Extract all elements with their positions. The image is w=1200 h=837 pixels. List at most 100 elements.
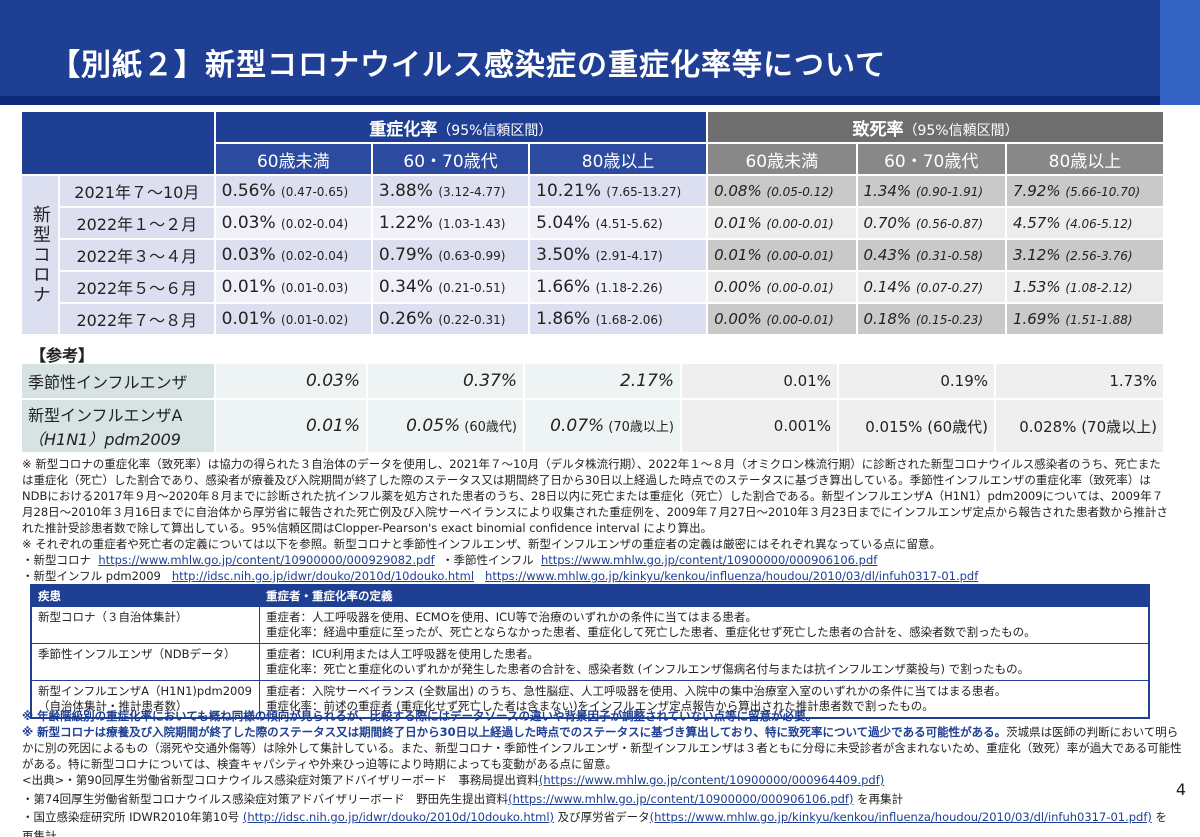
ci-value: (0.05-0.12) <box>766 185 834 199</box>
disease-name: 季節性インフルエンザ（NDBデータ） <box>38 647 236 661</box>
severity-cell: 0.79% (0.63-0.99) <box>372 240 529 270</box>
title-stripe <box>0 96 1200 105</box>
fat-age-col: 60・70歳代 <box>857 144 1005 174</box>
reference-label: 【参考】 <box>30 346 95 365</box>
source-link[interactable]: (https://www.mhlw.go.jp/content/10900000… <box>508 791 854 806</box>
note-underestimate-bold: ※ 新型コロナは療養及び入院期間が終了した際のステータス又は期間終了日から30日… <box>22 725 1007 739</box>
sev-age-col: 60・70歳代 <box>372 144 529 174</box>
rate-value: 10.21% <box>536 181 601 201</box>
rate-value: 0.03% <box>221 213 276 233</box>
link-label: ・新型コロナ <box>22 553 91 567</box>
ci-value: (0.00-0.01) <box>766 249 834 263</box>
ci-value: (0.15-0.23) <box>915 313 984 327</box>
ref-value: 1.73% <box>996 364 1163 398</box>
table-row: 季節性インフルエンザ 0.03% 0.37% 2.17% 0.01% 0.19%… <box>22 364 1163 398</box>
table-row: 2022年１～２月 0.03% (0.02-0.04) 1.22% (1.03-1.… <box>22 208 1163 238</box>
definition-line: 重症者：人工呼吸器を使用、ECMOを使用、ICU等で治療のいずれかの条件に当ては… <box>266 610 757 624</box>
period-cell: 2022年７～８月 <box>60 304 214 334</box>
rate-value: 0.03% <box>221 245 276 265</box>
disease-name: 新型コロナ（３自治体集計） <box>38 610 188 624</box>
table-row: 2022年３～４月 0.03% (0.02-0.04) 0.79% (0.63-0.… <box>22 240 1163 270</box>
bottom-notes: ※ 年齢階級別の重症化率においても概ね同様の傾向が見られるが、比較する際にはデー… <box>22 708 1182 772</box>
source-text: を再集計 <box>22 810 1168 837</box>
period-cell: 2022年３～４月 <box>60 240 214 270</box>
ref-value: 2.17% <box>525 364 680 398</box>
definition-disease: 新型コロナ（３自治体集計） <box>32 606 260 643</box>
ci-value: (4.51-5.62) <box>595 217 663 231</box>
rate-value: 3.50% <box>536 245 591 265</box>
source-link[interactable]: (https://www.mhlw.go.jp/kinkyu/kenkou/in… <box>649 810 1152 824</box>
definition-text: 重症者：入院サーベイランス (全数届出) のうち、急性脳症、人工呼吸器を使用、入… <box>260 680 1148 717</box>
table-row: 2022年７～８月 0.01% (0.01-0.02) 0.26% (0.22-0.… <box>22 304 1163 334</box>
definition-text: 重症者：ICU利用または人工呼吸器を使用した患者。 重症化率：死亡と重症化のいずれ… <box>260 643 1148 680</box>
ci-value: (2.91-4.17) <box>595 249 663 263</box>
link-label: ・新型インフル pdm2009 <box>22 569 161 583</box>
table-row: 新型コロナ 2021年７～10月 0.56% (0.47-0.65) 3.88% (3… <box>22 176 1163 334</box>
severity-cell: 5.04% (4.51-5.62) <box>530 208 707 238</box>
rate-value: 0.18% <box>863 310 912 328</box>
ci-value: (0.22-0.31) <box>438 313 506 327</box>
ref-value: 0.19% <box>839 364 994 398</box>
period-cell: 2021年７～10月 <box>60 176 214 206</box>
def-col-definition: 重症者・重症化率の定義 <box>260 586 1148 606</box>
definition-line: 重症化率：経過中重症に至ったが、死亡とならなかった患者、重症化して死亡した患者、… <box>266 625 1036 639</box>
ref-value: 0.028% (70歳以上) <box>996 400 1163 452</box>
source-link[interactable]: (http://idsc.nih.go.jp/idwr/douko/2010d/… <box>242 810 555 824</box>
rate-value: 1.22% <box>378 213 433 233</box>
ci-value: (2.56-3.76) <box>1065 249 1133 263</box>
link-newflu-mhlw[interactable]: https://www.mhlw.go.jp/kinkyu/kenkou/inf… <box>485 569 979 583</box>
side-label: 新型コロナ <box>22 176 58 334</box>
ci-value: (1.68-2.06) <box>595 313 663 327</box>
severity-cell: 0.26% (0.22-0.31) <box>372 304 529 334</box>
ref-age-note: (70歳以上) <box>1076 417 1157 436</box>
severity-cell: 0.56% (0.47-0.65) <box>215 176 371 206</box>
link-label: ・季節性インフル <box>441 553 534 567</box>
severity-cell: 0.03% (0.02-0.04) <box>215 240 371 270</box>
rate-value: 7.92% <box>1012 182 1061 200</box>
title-bar: 【別紙２】新型コロナウイルス感染症の重症化率等について <box>0 0 1200 105</box>
ci-value: (0.02-0.04) <box>281 249 349 263</box>
definition-row: 新型コロナ（３自治体集計） 重症者：人工呼吸器を使用、ECMOを使用、ICU等で治… <box>32 606 1148 643</box>
ref-age-note: (60歳代) <box>922 417 988 436</box>
fatality-cell: 1.69% (1.51-1.88) <box>1006 304 1163 334</box>
ref-name-h1n1: 新型インフルエンザA （H1N1）pdm2009 <box>22 400 214 452</box>
ref-value: 0.015% (60歳代) <box>839 400 994 452</box>
severity-ci-note: （95%信頼区間） <box>437 122 553 139</box>
link-newflu-idsc[interactable]: http://idsc.nih.go.jp/idwr/douko/2010d/1… <box>171 569 475 583</box>
rate-value: 0.26% <box>378 309 433 329</box>
rate-value: 5.04% <box>536 213 591 233</box>
ref-rate: 0.001% <box>773 417 831 435</box>
ci-value: (1.18-2.26) <box>595 281 663 295</box>
severity-cell: 10.21% (7.65-13.27) <box>530 176 707 206</box>
source-link[interactable]: (https://www.mhlw.go.jp/content/10900000… <box>538 773 885 787</box>
source-text: <出典>・第90回厚生労働省新型コロナウイルス感染症対策アドバイザリーボード 事… <box>22 773 539 787</box>
ci-value: (0.00-0.01) <box>766 281 834 295</box>
fatality-cell: 0.01% (0.00-0.01) <box>708 240 856 270</box>
ref-rate: 0.028% <box>1019 417 1077 436</box>
table-corner <box>22 112 214 174</box>
severity-cell: 3.88% (3.12-4.77) <box>372 176 529 206</box>
ref-value: 0.03% <box>216 364 366 398</box>
period-cell: 2022年１～２月 <box>60 208 214 238</box>
def-col-disease: 疾患 <box>32 586 260 606</box>
rate-value: 0.01% <box>221 309 276 329</box>
rate-value: 3.88% <box>378 181 433 201</box>
severity-cell: 1.86% (1.68-2.06) <box>530 304 707 334</box>
severity-cell: 0.03% (0.02-0.04) <box>215 208 371 238</box>
link-seasonal-flu[interactable]: https://www.mhlw.go.jp/content/10900000/… <box>540 553 878 567</box>
link-corona[interactable]: https://www.mhlw.go.jp/content/10900000/… <box>98 553 435 567</box>
fatality-header: 致死率（95%信頼区間） <box>708 112 1163 142</box>
rate-value: 1.86% <box>536 309 591 329</box>
ci-value: (0.56-0.87) <box>915 217 984 231</box>
rate-value: 0.79% <box>378 245 433 265</box>
rate-value: 0.01% <box>221 277 276 297</box>
definition-disease: 新型インフルエンザA（H1N1)pdm2009 （自治体集計・推計患者数） <box>32 680 260 717</box>
severity-cell: 0.01% (0.01-0.02) <box>215 304 371 334</box>
disease-name: 新型インフルエンザA（H1N1)pdm2009 <box>38 684 252 698</box>
source-text: を再集計 <box>857 791 904 806</box>
source-text: 及び厚労省データ <box>557 810 650 824</box>
fatality-cell: 0.14% (0.07-0.27) <box>857 272 1005 302</box>
ci-value: (0.01-0.02) <box>281 313 349 327</box>
page-title: 【別紙２】新型コロナウイルス感染症の重症化率等について <box>50 48 887 83</box>
ref-value: 0.001% <box>682 400 837 452</box>
